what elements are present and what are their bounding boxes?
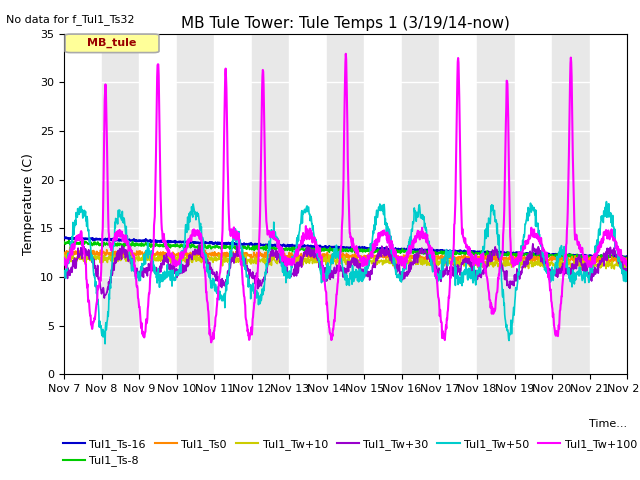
Bar [477, 34, 515, 374]
Bar [289, 34, 327, 374]
Bar [64, 34, 102, 374]
Y-axis label: Temperature (C): Temperature (C) [22, 153, 35, 255]
Bar [515, 34, 552, 374]
Bar [627, 34, 640, 374]
Title: MB Tule Tower: Tule Temps 1 (3/19/14-now): MB Tule Tower: Tule Temps 1 (3/19/14-now… [181, 16, 510, 31]
Bar [252, 34, 289, 374]
Bar [589, 34, 627, 374]
Text: Time...: Time... [589, 419, 627, 429]
Legend: Tul1_Ts-16, Tul1_Ts-8, Tul1_Ts0, Tul1_Tw+10, Tul1_Tw+30, Tul1_Tw+50, Tul1_Tw+100: Tul1_Ts-16, Tul1_Ts-8, Tul1_Ts0, Tul1_Tw… [58, 434, 640, 471]
Bar [552, 34, 589, 374]
Text: No data for f_Tul1_Ts32: No data for f_Tul1_Ts32 [6, 14, 135, 25]
Bar [177, 34, 214, 374]
FancyBboxPatch shape [65, 34, 159, 53]
Bar [440, 34, 477, 374]
Bar [139, 34, 177, 374]
Bar [364, 34, 402, 374]
Text: MB_tule: MB_tule [88, 38, 137, 48]
Bar [102, 34, 139, 374]
Bar [327, 34, 364, 374]
Bar [214, 34, 252, 374]
Bar [402, 34, 440, 374]
